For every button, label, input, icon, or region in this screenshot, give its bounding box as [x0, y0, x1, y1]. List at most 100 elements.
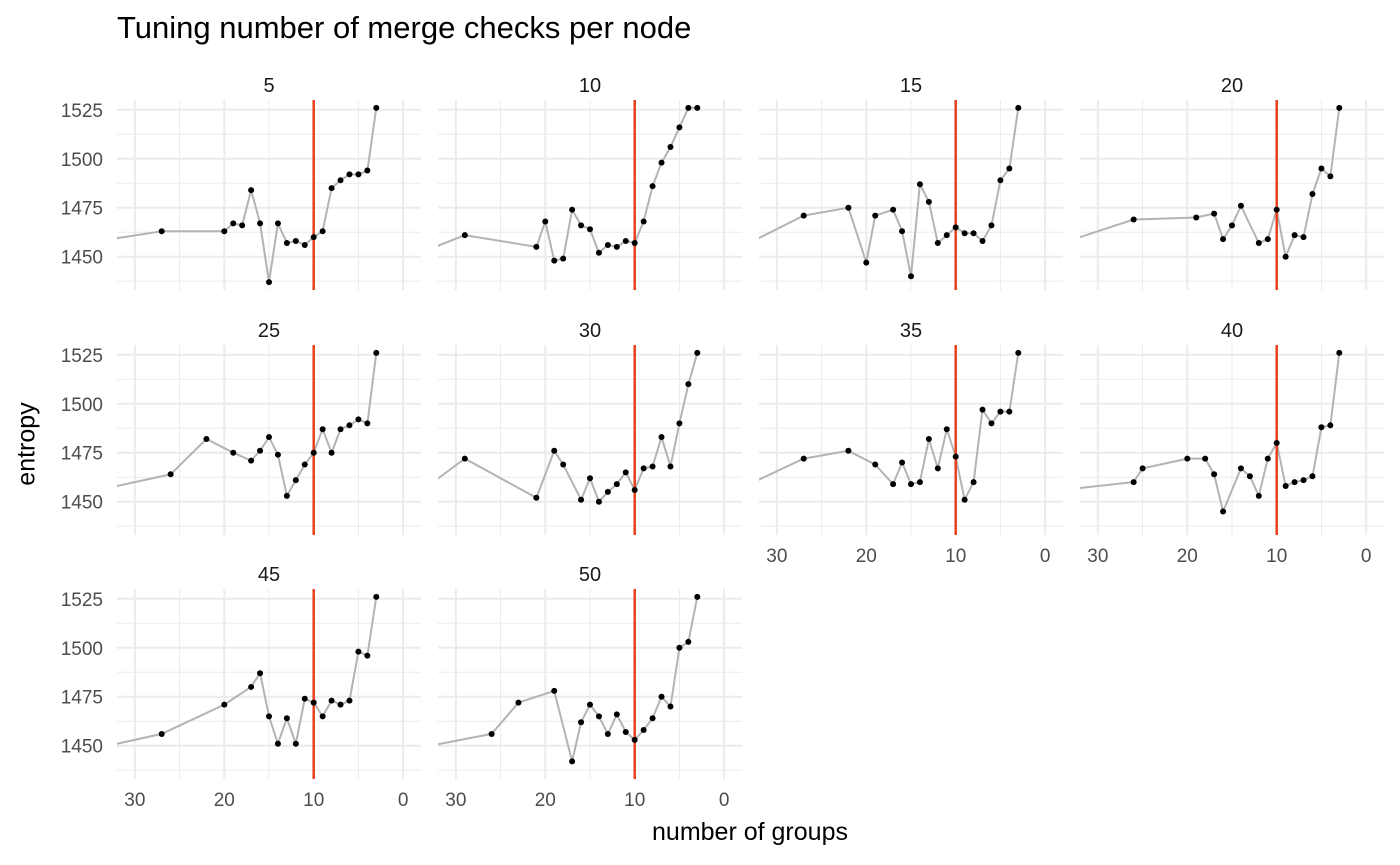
x-tick-label: 20	[856, 546, 877, 567]
data-point	[364, 420, 371, 427]
data-point	[203, 436, 210, 443]
data-point	[167, 471, 174, 478]
data-point	[845, 447, 852, 454]
data-point	[667, 463, 674, 470]
data-point	[1282, 253, 1289, 260]
data-point	[301, 695, 308, 702]
data-point	[658, 434, 665, 441]
data-point	[488, 730, 495, 737]
data-point	[328, 185, 335, 192]
data-point	[649, 715, 656, 722]
series-line	[117, 352, 378, 499]
data-point	[1130, 216, 1137, 223]
data-point	[587, 701, 593, 708]
data-point	[346, 171, 353, 178]
facet-strip-label: 5	[263, 75, 274, 97]
data-point	[248, 187, 255, 194]
data-point	[221, 228, 228, 235]
data-point	[1273, 206, 1280, 213]
x-tick-label: 10	[945, 546, 966, 567]
data-point	[533, 243, 540, 250]
data-point	[979, 406, 986, 413]
data-point	[319, 228, 326, 235]
data-point	[560, 461, 567, 468]
data-point	[988, 420, 995, 427]
data-point	[328, 697, 335, 704]
data-point	[899, 459, 906, 466]
data-point	[934, 239, 941, 246]
data-point	[908, 273, 914, 280]
data-point	[694, 349, 701, 356]
facet-panel-10: 10	[438, 75, 742, 290]
data-point	[569, 206, 576, 213]
data-point	[800, 455, 807, 462]
data-point	[515, 699, 522, 706]
data-point	[310, 449, 317, 456]
data-point	[631, 736, 638, 743]
data-point	[1006, 165, 1013, 172]
facet-strip-label: 50	[579, 564, 601, 586]
series-line	[438, 352, 699, 504]
x-tick-label: 30	[1087, 546, 1108, 567]
data-point	[337, 701, 344, 708]
data-point	[355, 171, 362, 178]
data-point	[221, 701, 228, 708]
data-point	[274, 220, 281, 227]
data-point	[1255, 239, 1262, 246]
y-tick-label: 1475	[61, 688, 103, 709]
data-point	[916, 181, 923, 188]
data-point	[979, 238, 986, 245]
facet-panel-50: 50 30 20 10 0	[438, 564, 742, 811]
data-point	[301, 241, 308, 248]
data-point	[640, 727, 647, 734]
data-point	[961, 230, 968, 237]
x-tick-label: 10	[624, 790, 645, 811]
data-point	[578, 222, 585, 229]
data-point	[622, 469, 629, 476]
data-point	[595, 249, 602, 256]
x-tick-label: 0	[398, 790, 409, 811]
data-point	[292, 238, 299, 245]
data-point	[667, 703, 674, 710]
data-point	[640, 465, 647, 472]
data-point	[667, 144, 674, 151]
data-point	[943, 232, 950, 239]
data-point	[1202, 455, 1209, 462]
data-point	[613, 243, 620, 250]
data-point	[685, 638, 692, 645]
y-tick-label: 1500	[61, 639, 103, 660]
facet-panel-30: 30	[438, 320, 742, 535]
data-point	[658, 159, 665, 166]
data-point	[551, 447, 558, 454]
facet-strip-label: 35	[900, 320, 922, 342]
x-axis-label: number of groups	[652, 818, 848, 846]
data-point	[283, 239, 290, 246]
data-point	[587, 226, 593, 233]
data-point	[301, 461, 308, 468]
data-point	[872, 212, 879, 219]
data-point	[292, 740, 299, 747]
data-point	[890, 206, 897, 213]
data-point	[364, 167, 371, 174]
data-point	[355, 416, 362, 423]
y-tick-label: 1450	[61, 737, 103, 758]
x-tick-label: 0	[1361, 546, 1372, 567]
data-point	[899, 228, 906, 235]
facet-strip-label: 15	[900, 75, 922, 97]
x-tick-label: 20	[214, 790, 235, 811]
data-point	[676, 420, 683, 427]
data-point	[845, 204, 852, 211]
data-point	[1220, 236, 1227, 243]
data-point	[685, 381, 692, 388]
data-point	[587, 475, 593, 482]
data-point	[631, 486, 638, 493]
data-point	[346, 422, 353, 429]
data-point	[970, 479, 977, 486]
data-point	[257, 220, 264, 227]
series-line	[1080, 107, 1341, 261]
data-point	[158, 730, 165, 737]
data-point	[1264, 236, 1271, 243]
data-point	[1006, 408, 1013, 415]
facet-strip-label: 40	[1221, 320, 1243, 342]
data-point	[1318, 424, 1325, 431]
